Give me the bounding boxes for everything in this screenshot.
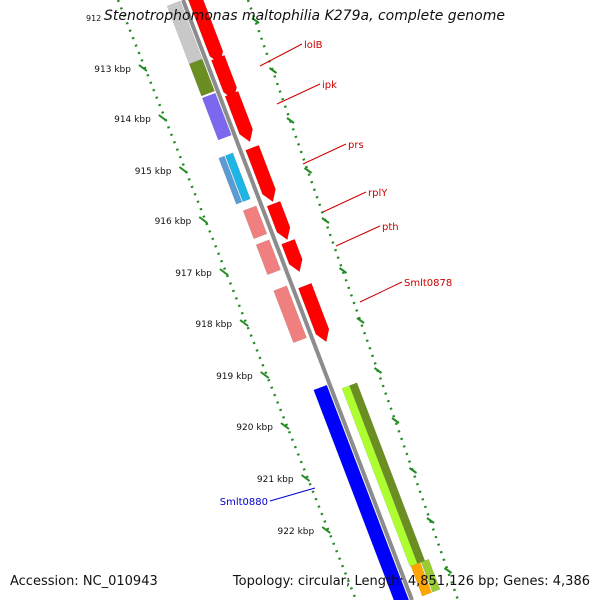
outer-tick bbox=[286, 117, 295, 124]
ruler-tick bbox=[178, 166, 189, 174]
title-tick-label: 912 bbox=[86, 14, 102, 23]
outer-tick bbox=[356, 317, 365, 324]
gene-label: prs bbox=[348, 140, 364, 151]
outer-tick bbox=[251, 17, 260, 24]
gene-pink-pth bbox=[255, 239, 281, 276]
ruler-label: 921 kbp bbox=[257, 475, 294, 485]
gene-purple-ipk bbox=[201, 92, 232, 141]
gene-leader-line bbox=[359, 281, 403, 303]
gene-cyan-prs bbox=[224, 152, 251, 203]
gene-leader-line bbox=[259, 43, 303, 67]
gene-red-7 bbox=[298, 282, 330, 343]
topology-text: Topology: circular; Length: 4,851,126 bp… bbox=[232, 574, 590, 589]
backbone-line bbox=[181, 0, 414, 600]
gene-label: ipk bbox=[322, 80, 337, 91]
gene-leader-line bbox=[322, 191, 367, 213]
outer-guide-dots bbox=[246, 0, 460, 600]
outer-tick bbox=[268, 67, 278, 74]
ruler-label: 915 kbp bbox=[135, 167, 172, 177]
outer-tick bbox=[373, 367, 383, 374]
gene-red-6 bbox=[281, 238, 303, 273]
gene-label: pth bbox=[382, 222, 399, 233]
gene-yellowgreen bbox=[420, 558, 441, 593]
ruler-label: 917 kbp bbox=[175, 269, 212, 279]
ruler-label: 913 kbp bbox=[94, 65, 131, 75]
ruler-tick bbox=[239, 319, 249, 327]
outer-tick bbox=[321, 217, 330, 224]
gene-leader-line bbox=[276, 83, 321, 105]
outer-tick bbox=[443, 567, 453, 574]
ruler-tick bbox=[219, 268, 229, 276]
gene-leader-line bbox=[269, 487, 316, 502]
gene-lime bbox=[341, 385, 418, 567]
gene-red-4 bbox=[245, 144, 276, 203]
ruler-label: 914 kbp bbox=[114, 115, 151, 125]
ruler-tick bbox=[198, 216, 208, 224]
gene-label: Smlt0880 bbox=[220, 497, 268, 508]
gene-red-5 bbox=[266, 200, 291, 241]
ruler-tick bbox=[158, 114, 168, 122]
ruler-tick bbox=[321, 526, 331, 534]
gene-label: rplY bbox=[368, 188, 388, 199]
gene-label: Smlt0878 bbox=[404, 278, 452, 289]
gene-blue-forward bbox=[313, 384, 410, 600]
gene-pink-rplY bbox=[242, 205, 268, 240]
ruler-label: 916 kbp bbox=[155, 217, 192, 227]
genome-title: Stenotrophomonas maltophilia K279a, comp… bbox=[104, 8, 505, 24]
accession-text: Accession: NC_010943 bbox=[10, 574, 158, 589]
ruler-tick bbox=[138, 64, 148, 72]
gene-blue-prs bbox=[218, 155, 243, 205]
outer-tick bbox=[303, 167, 313, 174]
outer-tick bbox=[338, 267, 348, 274]
gene-olive-lolB bbox=[188, 58, 215, 97]
ruler-tick bbox=[260, 371, 270, 379]
ruler-label: 918 kbp bbox=[195, 320, 232, 330]
ruler-label: 919 kbp bbox=[216, 372, 253, 382]
outer-tick bbox=[408, 467, 418, 474]
gene-leader-line bbox=[335, 225, 381, 247]
ruler-tick bbox=[301, 474, 311, 482]
gene-pink-Smlt0878 bbox=[273, 285, 307, 344]
ruler-label: 920 kbp bbox=[236, 423, 273, 433]
gene-label: lolB bbox=[304, 40, 323, 51]
outer-tick bbox=[426, 517, 435, 524]
gene-leader-line bbox=[302, 143, 347, 165]
gene-red-3 bbox=[224, 90, 253, 143]
gene-orange bbox=[410, 562, 432, 597]
ruler-label: 922 kbp bbox=[278, 527, 315, 537]
outer-tick bbox=[391, 417, 400, 424]
inner-guide-dots bbox=[116, 0, 358, 600]
ruler-tick bbox=[280, 422, 290, 430]
